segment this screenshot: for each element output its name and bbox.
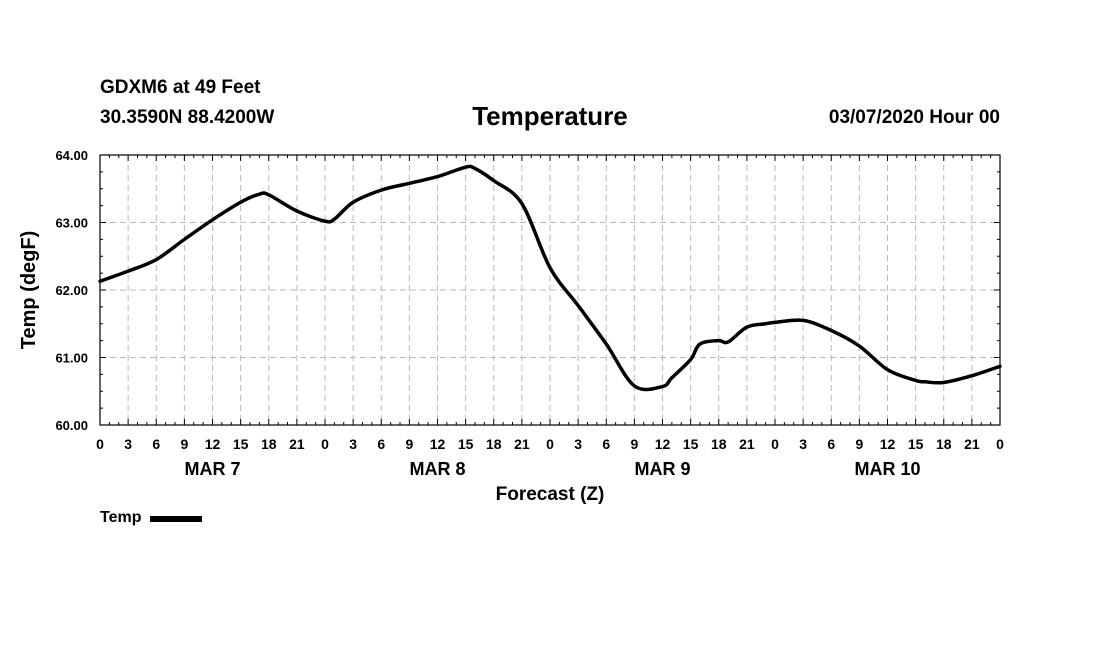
x-tick-label: 15 — [458, 436, 474, 452]
grid-lines — [100, 155, 1000, 425]
x-tick-label: 18 — [261, 436, 277, 452]
x-tick-label: 0 — [771, 436, 779, 452]
legend-swatch-temp — [150, 516, 203, 522]
day-label: MAR 10 — [854, 459, 920, 479]
x-tick-label: 21 — [289, 436, 305, 452]
x-axis-title: Forecast (Z) — [496, 484, 605, 505]
coordinates-label: 30.3590N 88.4200W — [100, 107, 275, 128]
y-axis-title: Temp (degF) — [18, 231, 40, 350]
y-tick-label: 64.00 — [55, 148, 88, 163]
y-tick-label: 61.00 — [55, 351, 88, 366]
y-tick-label: 60.00 — [55, 418, 88, 433]
x-tick-label: 3 — [124, 436, 132, 452]
legend-label-temp: Temp — [100, 509, 142, 526]
x-tick-label: 6 — [827, 436, 835, 452]
x-tick-label: 18 — [711, 436, 727, 452]
day-label: MAR 7 — [184, 459, 240, 479]
x-tick-label: 3 — [349, 436, 357, 452]
station-label: GDXM6 at 49 Feet — [100, 77, 261, 98]
x-tick-label: 6 — [602, 436, 610, 452]
x-tick-label: 21 — [739, 436, 755, 452]
series-line-temp — [98, 164, 1002, 392]
x-tick-label: 9 — [405, 436, 413, 452]
x-tick-label: 18 — [936, 436, 952, 452]
x-tick-label: 9 — [630, 436, 638, 452]
x-tick-label: 9 — [180, 436, 188, 452]
y-tick-label: 63.00 — [55, 216, 88, 231]
x-tick-label: 15 — [233, 436, 249, 452]
legend: Temp — [100, 509, 203, 527]
x-tick-label: 21 — [964, 436, 980, 452]
day-label: MAR 8 — [409, 459, 465, 479]
x-tick-label: 6 — [152, 436, 160, 452]
x-tick-label: 12 — [880, 436, 896, 452]
x-tick-label: 3 — [799, 436, 807, 452]
axis-labels: 0 3 6 9 12 15 18 21 0 3 6 9 12 15 18 21 0 3 6 9 12 15 18 21 0 3 6 9… — [18, 148, 1004, 505]
x-tick-label: 0 — [546, 436, 554, 452]
x-tick-label: 0 — [321, 436, 329, 452]
issued-time-label: 03/07/2020 Hour 00 — [828, 107, 1000, 128]
tick-marks — [99, 154, 1001, 426]
x-tick-label: 18 — [486, 436, 502, 452]
x-tick-label: 0 — [96, 436, 104, 452]
x-tick-label: 15 — [908, 436, 924, 452]
y-tick-label: 62.00 — [55, 283, 88, 298]
chart-title: Temperature — [472, 101, 628, 131]
x-tick-label: 9 — [855, 436, 863, 452]
x-tick-label: 12 — [430, 436, 446, 452]
x-tick-label: 6 — [377, 436, 385, 452]
x-tick-label: 3 — [574, 436, 582, 452]
x-tick-label: 0 — [996, 436, 1004, 452]
x-tick-label: 21 — [514, 436, 530, 452]
day-label: MAR 9 — [634, 459, 690, 479]
x-tick-label: 12 — [205, 436, 221, 452]
series-layer — [98, 164, 1002, 392]
x-tick-label: 12 — [655, 436, 671, 452]
x-tick-label: 15 — [683, 436, 699, 452]
